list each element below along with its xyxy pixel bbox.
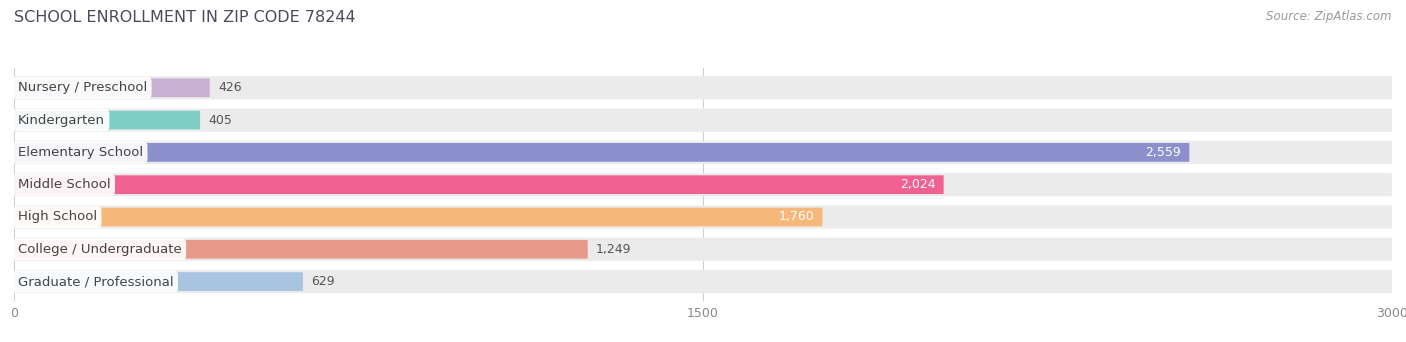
Text: 1,760: 1,760: [779, 210, 814, 223]
FancyBboxPatch shape: [14, 173, 1392, 196]
FancyBboxPatch shape: [14, 208, 823, 226]
Text: 2,024: 2,024: [900, 178, 935, 191]
Text: Middle School: Middle School: [18, 178, 110, 191]
Text: SCHOOL ENROLLMENT IN ZIP CODE 78244: SCHOOL ENROLLMENT IN ZIP CODE 78244: [14, 10, 356, 25]
FancyBboxPatch shape: [14, 78, 209, 97]
Text: Elementary School: Elementary School: [18, 146, 143, 159]
Text: Nursery / Preschool: Nursery / Preschool: [18, 81, 148, 94]
Text: College / Undergraduate: College / Undergraduate: [18, 243, 181, 256]
Text: Graduate / Professional: Graduate / Professional: [18, 275, 173, 288]
Text: 1,249: 1,249: [596, 243, 631, 256]
FancyBboxPatch shape: [14, 240, 588, 259]
FancyBboxPatch shape: [14, 270, 1392, 293]
FancyBboxPatch shape: [14, 111, 200, 130]
Text: 2,559: 2,559: [1146, 146, 1181, 159]
Text: Kindergarten: Kindergarten: [18, 114, 104, 127]
FancyBboxPatch shape: [14, 76, 1392, 100]
Text: High School: High School: [18, 210, 97, 223]
FancyBboxPatch shape: [14, 272, 302, 291]
Text: 629: 629: [311, 275, 335, 288]
FancyBboxPatch shape: [14, 175, 943, 194]
Text: Source: ZipAtlas.com: Source: ZipAtlas.com: [1267, 10, 1392, 23]
Text: 426: 426: [218, 81, 242, 94]
FancyBboxPatch shape: [14, 143, 1189, 162]
FancyBboxPatch shape: [14, 108, 1392, 132]
Text: 405: 405: [208, 114, 232, 127]
FancyBboxPatch shape: [14, 205, 1392, 228]
FancyBboxPatch shape: [14, 238, 1392, 261]
FancyBboxPatch shape: [14, 141, 1392, 164]
